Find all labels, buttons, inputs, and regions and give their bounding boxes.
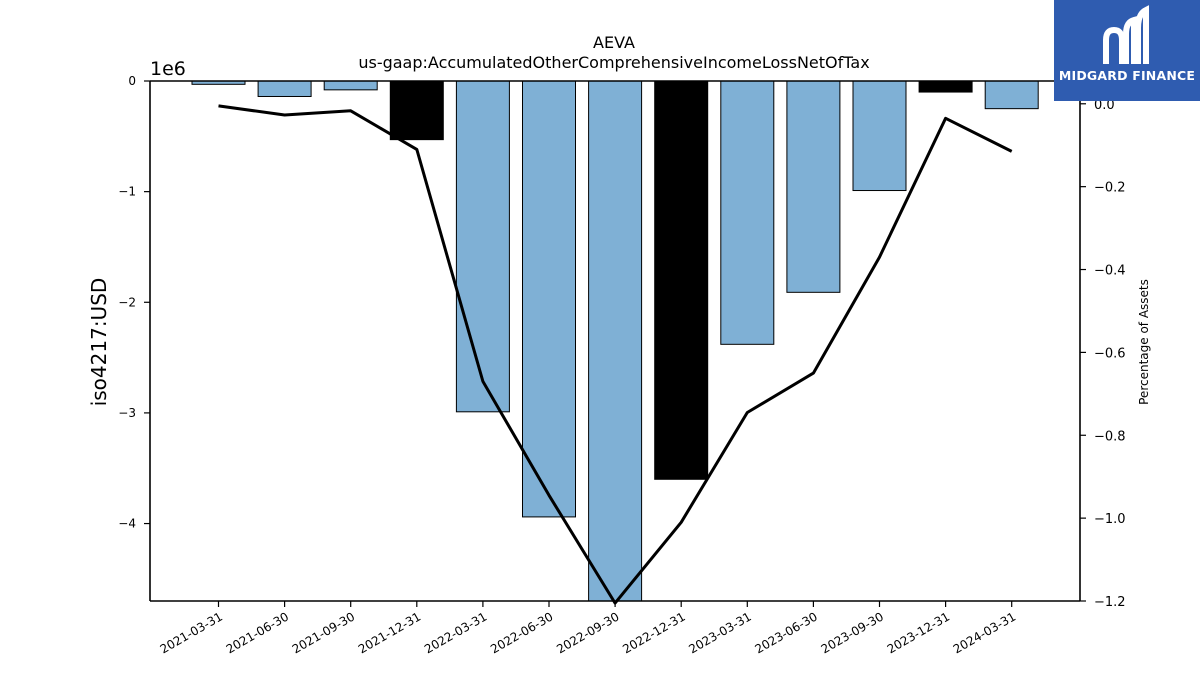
y2-tick-label: −0.6 <box>1094 346 1126 361</box>
x-tick-label: 2023-06-30 <box>752 609 819 656</box>
y-tick-label: −2 <box>118 295 136 309</box>
x-tick-label: 2022-12-31 <box>620 609 687 656</box>
x-tick-label: 2024-03-31 <box>951 609 1018 656</box>
bar-2024-03-31 <box>984 80 1039 110</box>
bar-2022-09-30 <box>588 80 643 602</box>
x-tick-label: 2023-03-31 <box>686 609 753 656</box>
x-tick-label: 2021-06-30 <box>224 609 291 656</box>
bar-2021-12-31 <box>389 80 444 141</box>
y-tick-label: 0 <box>128 74 136 88</box>
bar-2023-12-31 <box>918 80 973 93</box>
y2-tick-label: −0.4 <box>1094 264 1126 279</box>
y2-axis-label: Percentage of Assets <box>1137 279 1151 405</box>
x-tick-label: 2021-12-31 <box>356 609 423 656</box>
midgard-finance-logo: MIDGARD FINANCE <box>1054 0 1200 101</box>
y2-tick-label: −0.8 <box>1094 429 1126 444</box>
y-axis-offset-text: 1e6 <box>150 58 186 80</box>
y-tick-label: −4 <box>118 517 136 531</box>
bars <box>191 80 1039 602</box>
y2-tick-label: −1.0 <box>1094 512 1126 527</box>
chart-title: AEVA <box>593 33 635 52</box>
y-tick-label: −3 <box>118 406 136 420</box>
bar-2021-06-30 <box>257 80 312 97</box>
y2-tick-label: −0.2 <box>1094 181 1126 196</box>
bar-2022-03-31 <box>455 80 510 413</box>
bar-2023-06-30 <box>786 80 841 293</box>
y-axis-label: iso4217:USD <box>87 278 111 407</box>
bar-2021-09-30 <box>323 80 378 91</box>
x-tick-label: 2022-09-30 <box>554 609 621 656</box>
bar-2023-09-30 <box>852 80 907 192</box>
midgard-logo-icon <box>1103 5 1149 64</box>
x-tick-label: 2023-09-30 <box>819 609 886 656</box>
x-tick-label: 2021-09-30 <box>290 609 357 656</box>
x-tick-label: 2023-12-31 <box>885 609 952 656</box>
y-tick-label: −1 <box>118 185 136 199</box>
y2-tick-label: −1.2 <box>1094 595 1126 610</box>
x-tick-label: 2022-06-30 <box>488 609 555 656</box>
logo-text: MIDGARD FINANCE <box>1058 68 1196 83</box>
x-tick-label: 2022-03-31 <box>422 609 489 656</box>
bar-2022-12-31 <box>654 80 709 480</box>
bar-2022-06-30 <box>522 80 576 518</box>
x-tick-label: 2021-03-31 <box>158 609 225 656</box>
y2-tick-label: 0.0 <box>1094 98 1115 113</box>
chart-subtitle: us-gaap:AccumulatedOtherComprehensiveInc… <box>358 53 869 72</box>
bar-2023-03-31 <box>720 80 775 345</box>
